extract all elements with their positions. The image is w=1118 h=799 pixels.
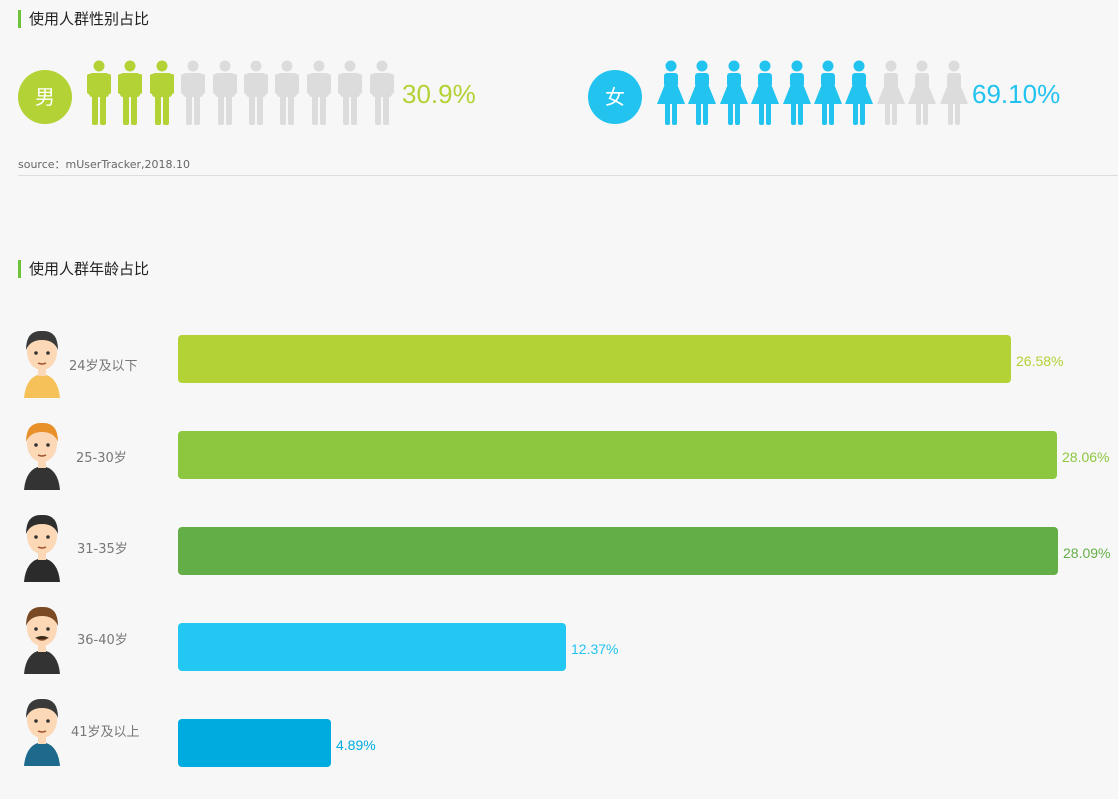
female-person-filled-icon <box>687 60 717 126</box>
blond-man-avatar <box>18 414 66 490</box>
age-section-title: 使用人群年龄占比 <box>18 260 149 278</box>
young-man-avatar <box>18 322 66 398</box>
age-row: 31-35岁 28.09% <box>0 504 1118 584</box>
older-man-avatar <box>18 690 66 766</box>
age-bar-value-label: 4.89% <box>336 737 376 753</box>
female-person-filled-icon <box>719 60 748 126</box>
age-category-label: 24岁及以下 <box>69 359 138 374</box>
female-person-empty-icon <box>939 60 968 126</box>
male-person-empty-icon <box>274 60 300 126</box>
male-person-empty-icon <box>180 60 206 126</box>
female-person-empty-icon <box>876 60 905 126</box>
male-person-empty-icon <box>243 60 269 126</box>
age-row: 24岁及以下 26.58% <box>0 312 1118 398</box>
source-note: source：mUserTracker,2018.10 <box>18 158 190 171</box>
age-bar <box>178 623 566 671</box>
age-bar-value-label: 12.37% <box>571 641 619 657</box>
mustache-man-avatar <box>18 598 66 674</box>
section-divider <box>18 175 1118 176</box>
male-person-empty-icon <box>337 60 363 126</box>
age-bar-value-label: 28.06% <box>1062 449 1110 465</box>
male-percent: 30.9% <box>402 79 476 109</box>
male-person-empty-icon <box>212 60 238 126</box>
age-row: 41岁及以上 4.89% <box>0 696 1118 776</box>
age-category-label: 36-40岁 <box>77 633 128 648</box>
age-bar <box>178 335 1011 383</box>
female-badge: 女 <box>588 70 642 124</box>
male-person-filled-icon <box>86 60 112 126</box>
age-bar-value-label: 28.09% <box>1063 545 1111 561</box>
age-category-label: 31-35岁 <box>77 542 128 557</box>
female-person-filled-icon <box>813 60 842 126</box>
female-person-filled-icon <box>782 60 811 126</box>
age-bar <box>178 527 1058 575</box>
suit-man-avatar <box>18 506 66 582</box>
age-bar-value-label: 26.58% <box>1016 353 1064 369</box>
male-person-filled-icon <box>149 60 175 126</box>
age-bar <box>178 431 1057 479</box>
female-person-empty-icon <box>907 60 937 126</box>
male-person-filled-icon <box>117 60 143 126</box>
female-person-filled-icon <box>656 60 685 126</box>
female-person-filled-icon <box>844 60 874 126</box>
female-person-filled-icon <box>750 60 780 126</box>
age-category-label: 25-30岁 <box>76 451 127 466</box>
male-person-empty-icon <box>369 60 395 126</box>
age-category-label: 41岁及以上 <box>71 725 140 740</box>
male-badge: 男 <box>18 70 72 124</box>
age-bar <box>178 719 331 767</box>
gender-section-title: 使用人群性别占比 <box>18 10 149 28</box>
male-person-empty-icon <box>306 60 332 126</box>
age-row: 36-40岁 12.37% <box>0 600 1118 680</box>
age-row: 25-30岁 28.06% <box>0 408 1118 490</box>
female-percent: 69.10% <box>972 79 1061 109</box>
